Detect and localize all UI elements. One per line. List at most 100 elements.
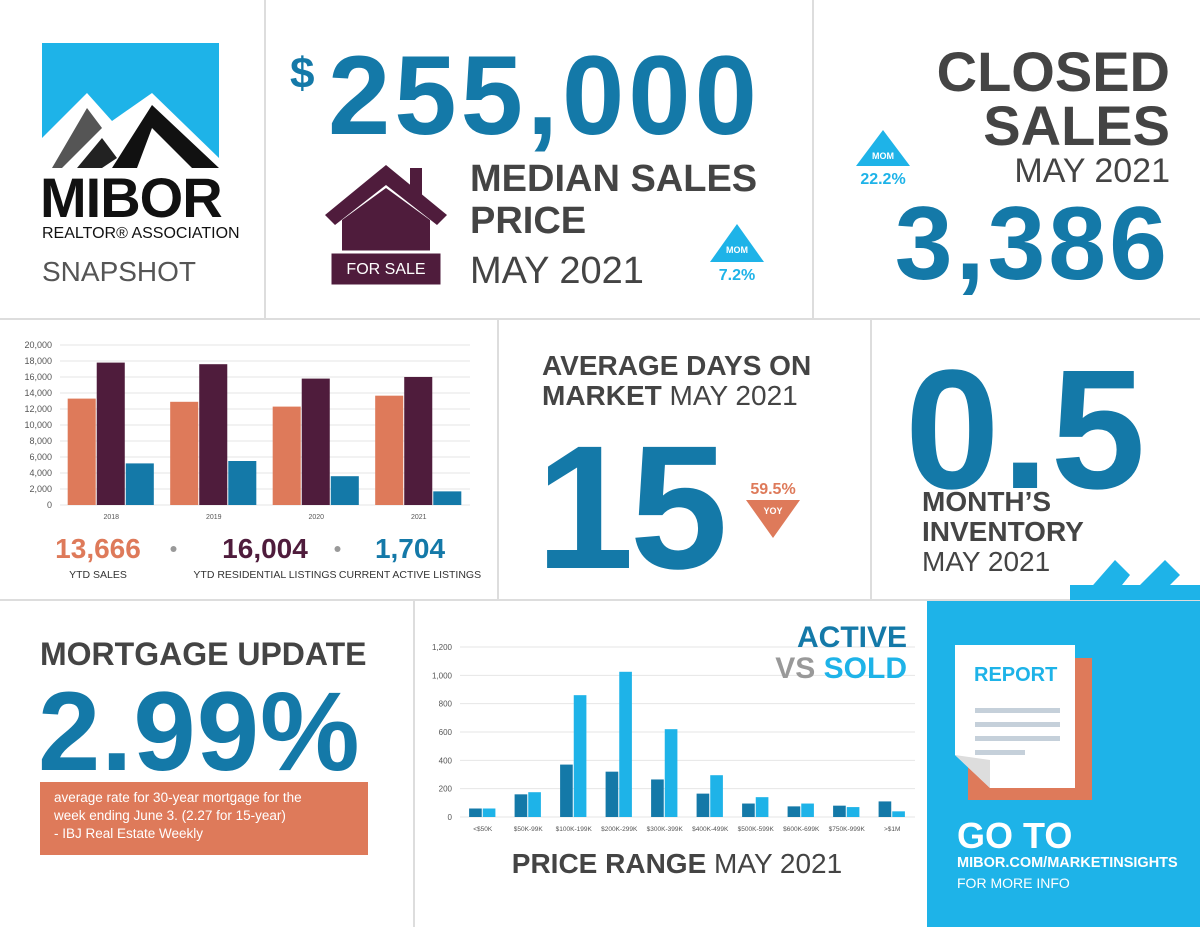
y-tick-label: 600 — [439, 728, 453, 737]
cta-url[interactable]: MIBOR.COM/MARKETINSIGHTS — [957, 855, 1178, 871]
y-tick-label: 1,000 — [432, 671, 453, 680]
divider — [413, 600, 415, 927]
sign-text: FOR SALE — [346, 261, 426, 278]
bar — [710, 775, 723, 817]
bar — [514, 794, 528, 817]
x-tick-label: >$1M — [884, 826, 900, 833]
divider — [0, 599, 1200, 601]
mortgage-title: MORTGAGE UPDATE — [40, 636, 367, 672]
bar — [330, 476, 359, 505]
decoration — [1070, 560, 1200, 600]
series-total: 13,666 — [55, 533, 141, 564]
separator — [170, 546, 177, 552]
note-line: - IBJ Real Estate Weekly — [54, 826, 204, 841]
report-label: REPORT — [974, 664, 1058, 686]
x-tick-label: $500K-599K — [738, 826, 775, 833]
x-tick-label: $750K-999K — [829, 826, 866, 833]
y-tick-label: 10,000 — [24, 420, 52, 430]
x-tick-label: 2020 — [308, 514, 324, 521]
bar — [96, 362, 125, 505]
bar — [375, 395, 404, 505]
bar — [619, 671, 632, 817]
down-arrow — [746, 500, 800, 538]
x-tick-label: $400K-499K — [692, 826, 729, 833]
legend-label: YTD RESIDENTIAL LISTINGS — [193, 569, 336, 581]
bar — [170, 401, 199, 505]
bar — [801, 803, 814, 817]
divider — [0, 318, 1200, 320]
bar — [528, 792, 541, 817]
bar — [878, 801, 892, 817]
bar — [125, 463, 154, 505]
cta-title: GO TO — [957, 815, 1073, 856]
bar — [651, 779, 664, 817]
inventory-title: INVENTORY — [922, 516, 1084, 547]
note-line: average rate for 30-year mortgage for th… — [54, 790, 302, 805]
currency: $ — [290, 49, 315, 98]
inventory-value: 0.5 — [905, 335, 1148, 525]
bar — [573, 695, 587, 817]
divider — [497, 320, 499, 600]
note-line: week ending June 3. (2.27 for 15-year) — [54, 808, 286, 823]
logo-tagline: SNAPSHOT — [42, 256, 197, 287]
up-arrow — [856, 130, 910, 166]
legend-label: YTD SALES — [69, 569, 127, 581]
logo-name: MIBOR — [40, 166, 223, 229]
y-tick-label: 0 — [47, 500, 52, 510]
series-total: 1,704 — [375, 533, 445, 564]
median-period: MAY 2021 — [470, 250, 644, 292]
chart: 0 2,000 4,000 6,000 8,000 10,000 12,000 14,000 1… — [24, 340, 481, 581]
y-tick-label: 4,000 — [29, 468, 52, 478]
bar — [199, 364, 228, 505]
y-tick-label: 6,000 — [29, 452, 52, 462]
closed-title: CLOSED — [936, 40, 1170, 103]
dom-title: MARKET — [542, 380, 662, 411]
mortgage-note: average rate for 30-year mortgage for th… — [40, 782, 368, 855]
dom-period: MAY 2021 — [669, 380, 798, 411]
y-tick-label: 800 — [439, 700, 453, 709]
badge: MOM — [726, 245, 748, 255]
legend-label: ACTIVE — [797, 621, 907, 654]
divider — [870, 320, 872, 600]
inventory-period: MAY 2021 — [922, 546, 1051, 577]
y-tick-label: 1,200 — [432, 643, 453, 652]
y-tick-label: 20,000 — [24, 340, 52, 350]
x-axis-title: PRICE RANGE — [512, 848, 706, 879]
legend-label: CURRENT ACTIVE LISTINGS — [339, 569, 481, 581]
bar — [605, 771, 619, 817]
closed-title: SALES — [983, 94, 1170, 157]
legend-label: SOLD — [824, 652, 907, 685]
bar — [404, 376, 433, 505]
closed-value: 3,386 — [894, 186, 1170, 302]
y-tick-label: 8,000 — [29, 436, 52, 446]
y-tick-label: 2,000 — [29, 484, 52, 494]
legend-row: VS SOLD — [775, 652, 907, 685]
bar — [482, 808, 496, 817]
x-axis-period: MAY 2021 — [714, 848, 842, 879]
bar — [696, 793, 710, 817]
chart: 0 200 400 600 800 1,000 1,200 <$50K $50K-99K $100… — [432, 621, 915, 879]
bar — [787, 806, 801, 817]
closed-period: MAY 2021 — [1014, 152, 1170, 190]
bar — [833, 805, 846, 817]
change: 22.2% — [860, 171, 906, 188]
x-tick-label: 2019 — [206, 514, 222, 521]
cta-subtitle: FOR MORE INFO — [957, 875, 1070, 891]
bar — [228, 461, 257, 505]
dom-title-row: MARKET MAY 2021 — [542, 382, 798, 410]
x-tick-label: $200K-299K — [601, 826, 638, 833]
y-tick-label: 18,000 — [24, 356, 52, 366]
change: 7.2% — [718, 267, 756, 284]
report-icon — [955, 645, 1092, 800]
y-tick-label: 16,000 — [24, 372, 52, 382]
x-tick-label: $600K-699K — [783, 826, 820, 833]
legend-connector: VS — [775, 652, 815, 685]
bar — [755, 797, 769, 817]
house-icon — [325, 165, 447, 288]
divider — [812, 0, 814, 318]
x-tick-label: <$50K — [473, 826, 493, 833]
inventory-title: MONTH’S — [922, 486, 1052, 517]
y-tick-label: 14,000 — [24, 388, 52, 398]
y-tick-label: 0 — [448, 813, 453, 822]
